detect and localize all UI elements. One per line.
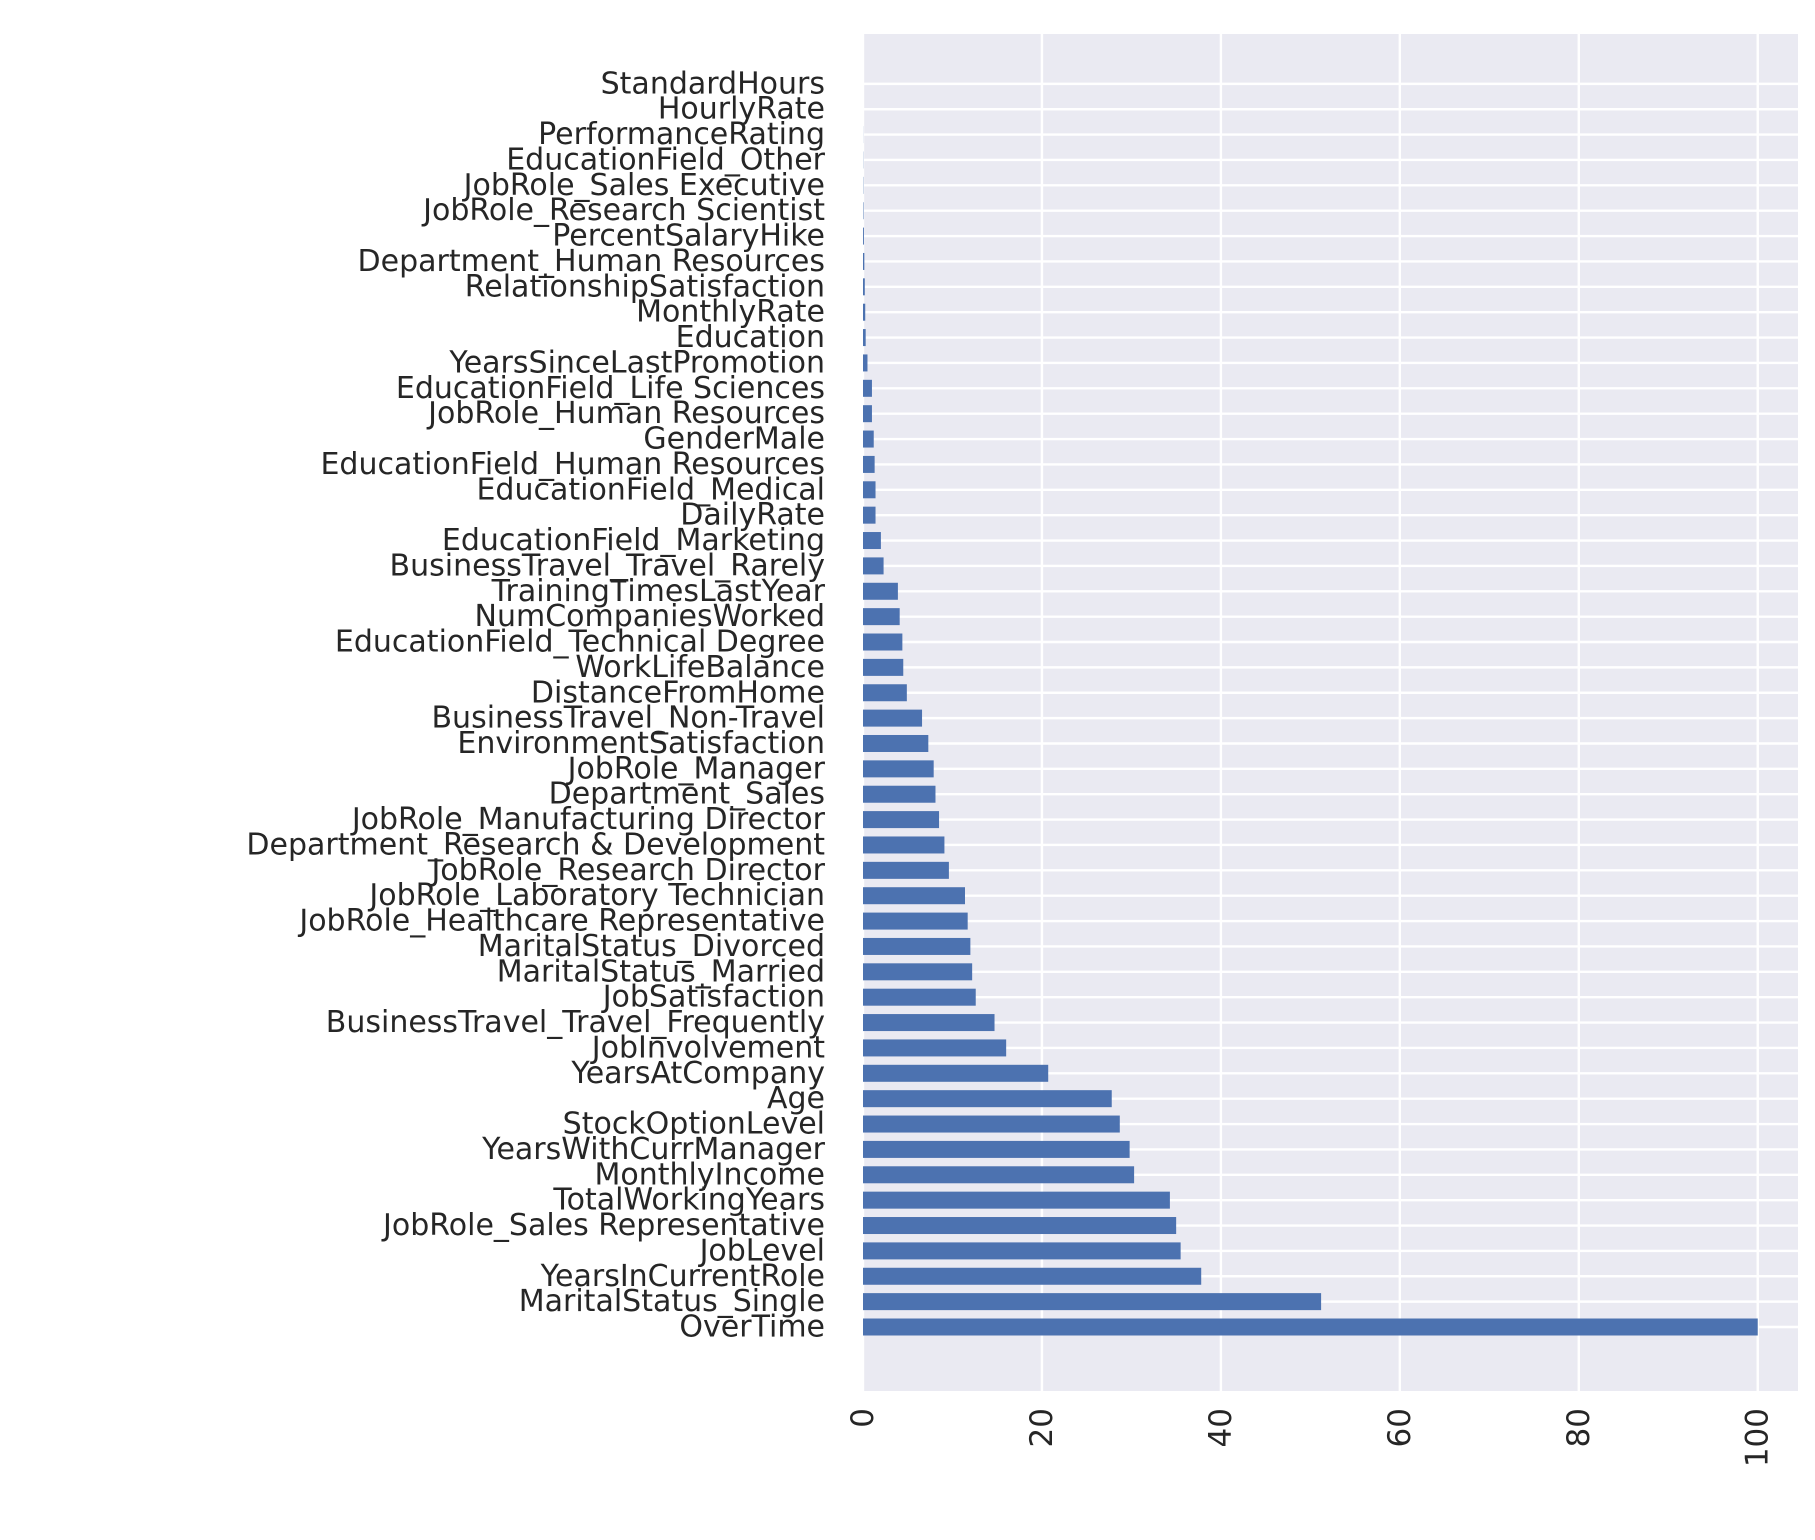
y-tick-label: StandardHours	[601, 66, 825, 101]
bar	[863, 481, 876, 498]
bar	[863, 1217, 1176, 1234]
x-tick-label: 100	[1740, 1408, 1776, 1467]
bar	[863, 836, 944, 853]
bar	[863, 735, 928, 752]
bar	[863, 456, 875, 473]
bar	[863, 253, 864, 270]
plot-background	[863, 34, 1798, 1391]
bar	[863, 532, 881, 549]
bar	[863, 380, 872, 397]
bar	[863, 862, 949, 879]
bar	[863, 634, 902, 651]
bar	[863, 583, 898, 600]
y-tick-labels: OverTimeMaritalStatus_SingleYearsInCurre…	[246, 66, 825, 1344]
x-tick-label: 60	[1382, 1408, 1418, 1447]
bar	[863, 1116, 1120, 1133]
bar	[863, 557, 884, 574]
bar	[863, 1192, 1170, 1209]
bar	[863, 1166, 1134, 1183]
x-tick-label: 40	[1203, 1408, 1239, 1447]
x-tick-label: 80	[1561, 1408, 1597, 1447]
bar	[863, 1293, 1321, 1310]
bar	[863, 608, 900, 625]
bar	[863, 1090, 1112, 1107]
bar	[863, 760, 934, 777]
x-tick-labels: 0 20 40 60 80 100	[845, 1408, 1776, 1467]
bar	[863, 304, 865, 321]
bar	[863, 1268, 1201, 1285]
bar	[863, 329, 866, 346]
x-tick-label: 0	[845, 1408, 881, 1428]
bar	[863, 278, 865, 295]
bar	[863, 1141, 1130, 1158]
bar	[863, 887, 965, 904]
bar	[863, 1065, 1048, 1082]
bar	[863, 1242, 1181, 1259]
bar	[863, 938, 970, 955]
x-tick-label: 20	[1024, 1408, 1060, 1447]
bar	[863, 405, 872, 422]
bar	[863, 1014, 995, 1031]
bar	[863, 354, 867, 371]
bar	[863, 989, 976, 1006]
bar	[863, 710, 922, 727]
bar	[863, 1039, 1006, 1056]
bar	[863, 659, 903, 676]
bar	[863, 913, 968, 930]
bar	[863, 507, 876, 524]
bar	[863, 963, 972, 980]
bar	[863, 1319, 1758, 1336]
bar	[863, 684, 907, 701]
bar	[863, 786, 935, 803]
bar	[863, 811, 939, 828]
bar	[863, 228, 864, 245]
bar	[863, 431, 874, 448]
